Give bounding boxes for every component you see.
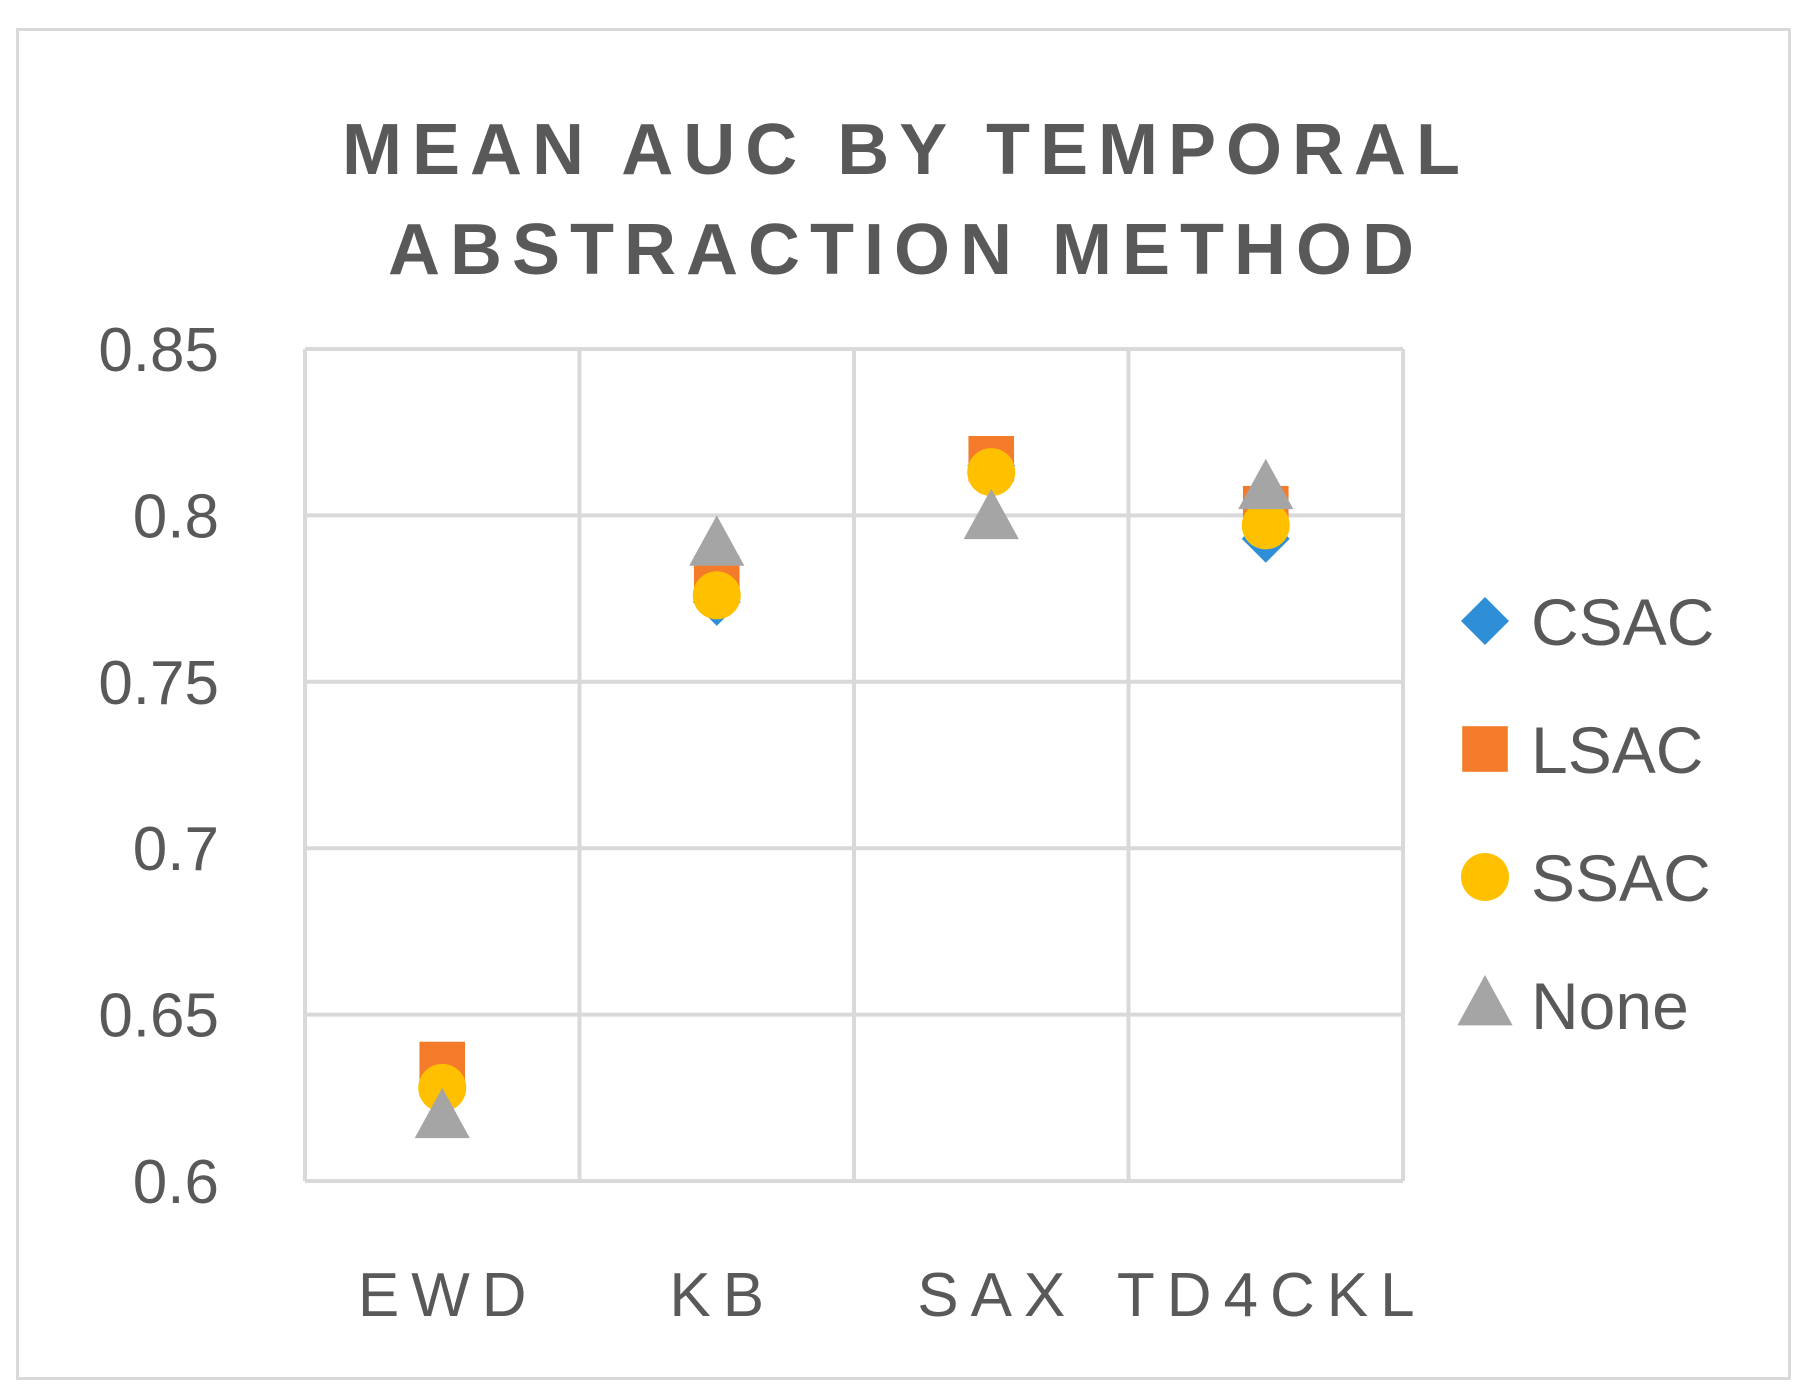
legend-label-csac: CSAC (1531, 585, 1714, 659)
y-tick-label: 0.65 (98, 982, 219, 1051)
y-tick-label: 0.75 (98, 649, 219, 718)
x-tick-label: TD4CKL (1117, 1261, 1427, 1330)
legend-marker-none (1457, 975, 1513, 1026)
chart: MEAN AUC BY TEMPORAL ABSTRACTION METHOD … (98, 110, 1714, 1330)
y-axis-tick-labels: 0.6 0.65 0.7 0.75 0.8 0.85 (98, 316, 219, 1217)
legend-marker-csac (1461, 597, 1509, 645)
gridlines (303, 347, 1405, 1183)
data-point-ssac (967, 448, 1016, 497)
chart-frame: MEAN AUC BY TEMPORAL ABSTRACTION METHOD … (16, 28, 1791, 1380)
x-tick-label: EWD (358, 1261, 539, 1330)
legend-marker-ssac (1461, 853, 1509, 901)
chart-title: MEAN AUC BY TEMPORAL ABSTRACTION METHOD (342, 110, 1470, 290)
y-tick-label: 0.7 (133, 815, 219, 884)
data-point-none (1238, 458, 1294, 510)
data-point-none (414, 1087, 470, 1139)
x-tick-label: KB (669, 1261, 776, 1330)
legend-marker-lsac (1462, 726, 1508, 772)
chart-title-line-1: MEAN AUC BY TEMPORAL (342, 110, 1470, 190)
legend-label-ssac: SSAC (1531, 841, 1711, 915)
legend: CSAC LSAC SSAC None (1457, 585, 1714, 1043)
y-tick-label: 0.85 (98, 316, 219, 385)
x-axis-tick-labels: EWD KB SAX TD4CKL (358, 1261, 1427, 1330)
chart-title-line-2: ABSTRACTION METHOD (388, 210, 1424, 290)
legend-label-lsac: LSAC (1531, 713, 1703, 787)
x-tick-label: SAX (917, 1261, 1077, 1330)
legend-label-none: None (1531, 969, 1689, 1043)
y-tick-label: 0.8 (133, 482, 219, 551)
data-point-ssac (1241, 501, 1290, 550)
data-point-none (963, 488, 1019, 540)
y-tick-label: 0.6 (133, 1148, 219, 1217)
data-point-ssac (692, 571, 741, 620)
data-point-none (689, 515, 745, 566)
data-points (414, 436, 1294, 1139)
